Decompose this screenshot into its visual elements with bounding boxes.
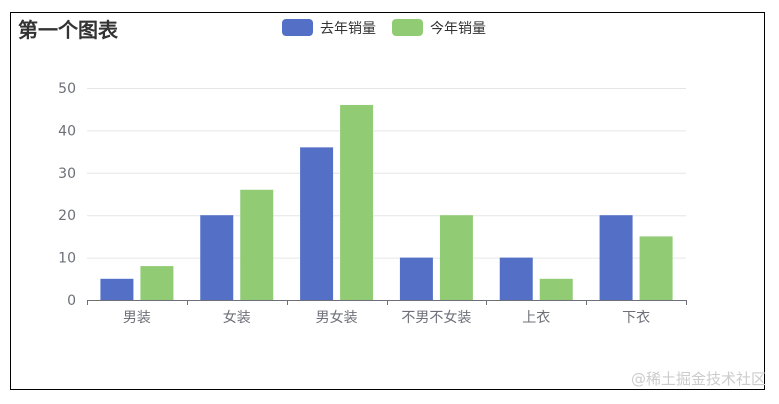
chart-title: 第一个图表 (18, 18, 119, 42)
y-tick-label: 20 (58, 208, 76, 224)
legend: 去年销量 今年销量 (282, 19, 486, 37)
bar-0-5 (599, 215, 633, 300)
bar-0-1 (200, 215, 234, 300)
legend-swatch-1[interactable] (392, 19, 423, 36)
bars (100, 104, 673, 301)
x-tick-label: 男装 (123, 310, 151, 326)
legend-label-1[interactable]: 今年销量 (430, 21, 486, 37)
bar-0-4 (499, 257, 533, 300)
bar-1-0 (140, 266, 174, 300)
y-tick-label: 50 (58, 81, 76, 97)
x-tick-label: 男女装 (316, 309, 358, 326)
bar-1-4 (539, 278, 573, 300)
bar-0-2 (300, 147, 334, 300)
watermark: @稀土掘金技术社区 (631, 370, 766, 388)
bar-1-5 (639, 236, 673, 300)
y-tick-label: 0 (67, 293, 76, 309)
y-tick-label: 30 (58, 166, 76, 182)
legend-label-0[interactable]: 去年销量 (320, 21, 376, 37)
y-axis: 0 10 20 30 40 50 (58, 81, 76, 309)
bar-0-0 (100, 278, 134, 300)
y-tick-label: 40 (58, 123, 76, 139)
chart-border (10, 12, 765, 390)
x-tick-label: 上衣 (522, 310, 550, 326)
x-axis: 男装 女装 男女装 不男不女装 上衣 下衣 (87, 300, 687, 326)
grid-lines (87, 88, 686, 259)
x-tick-label: 下衣 (622, 310, 650, 326)
x-tick-label: 不男不女装 (401, 309, 471, 326)
bar-0-3 (399, 257, 433, 300)
bar-1-1 (240, 189, 274, 300)
x-tick-label: 女装 (223, 309, 251, 326)
bar-1-2 (340, 104, 374, 301)
legend-swatch-0[interactable] (282, 19, 313, 36)
bar-1-3 (439, 215, 473, 300)
y-tick-label: 10 (58, 251, 76, 267)
